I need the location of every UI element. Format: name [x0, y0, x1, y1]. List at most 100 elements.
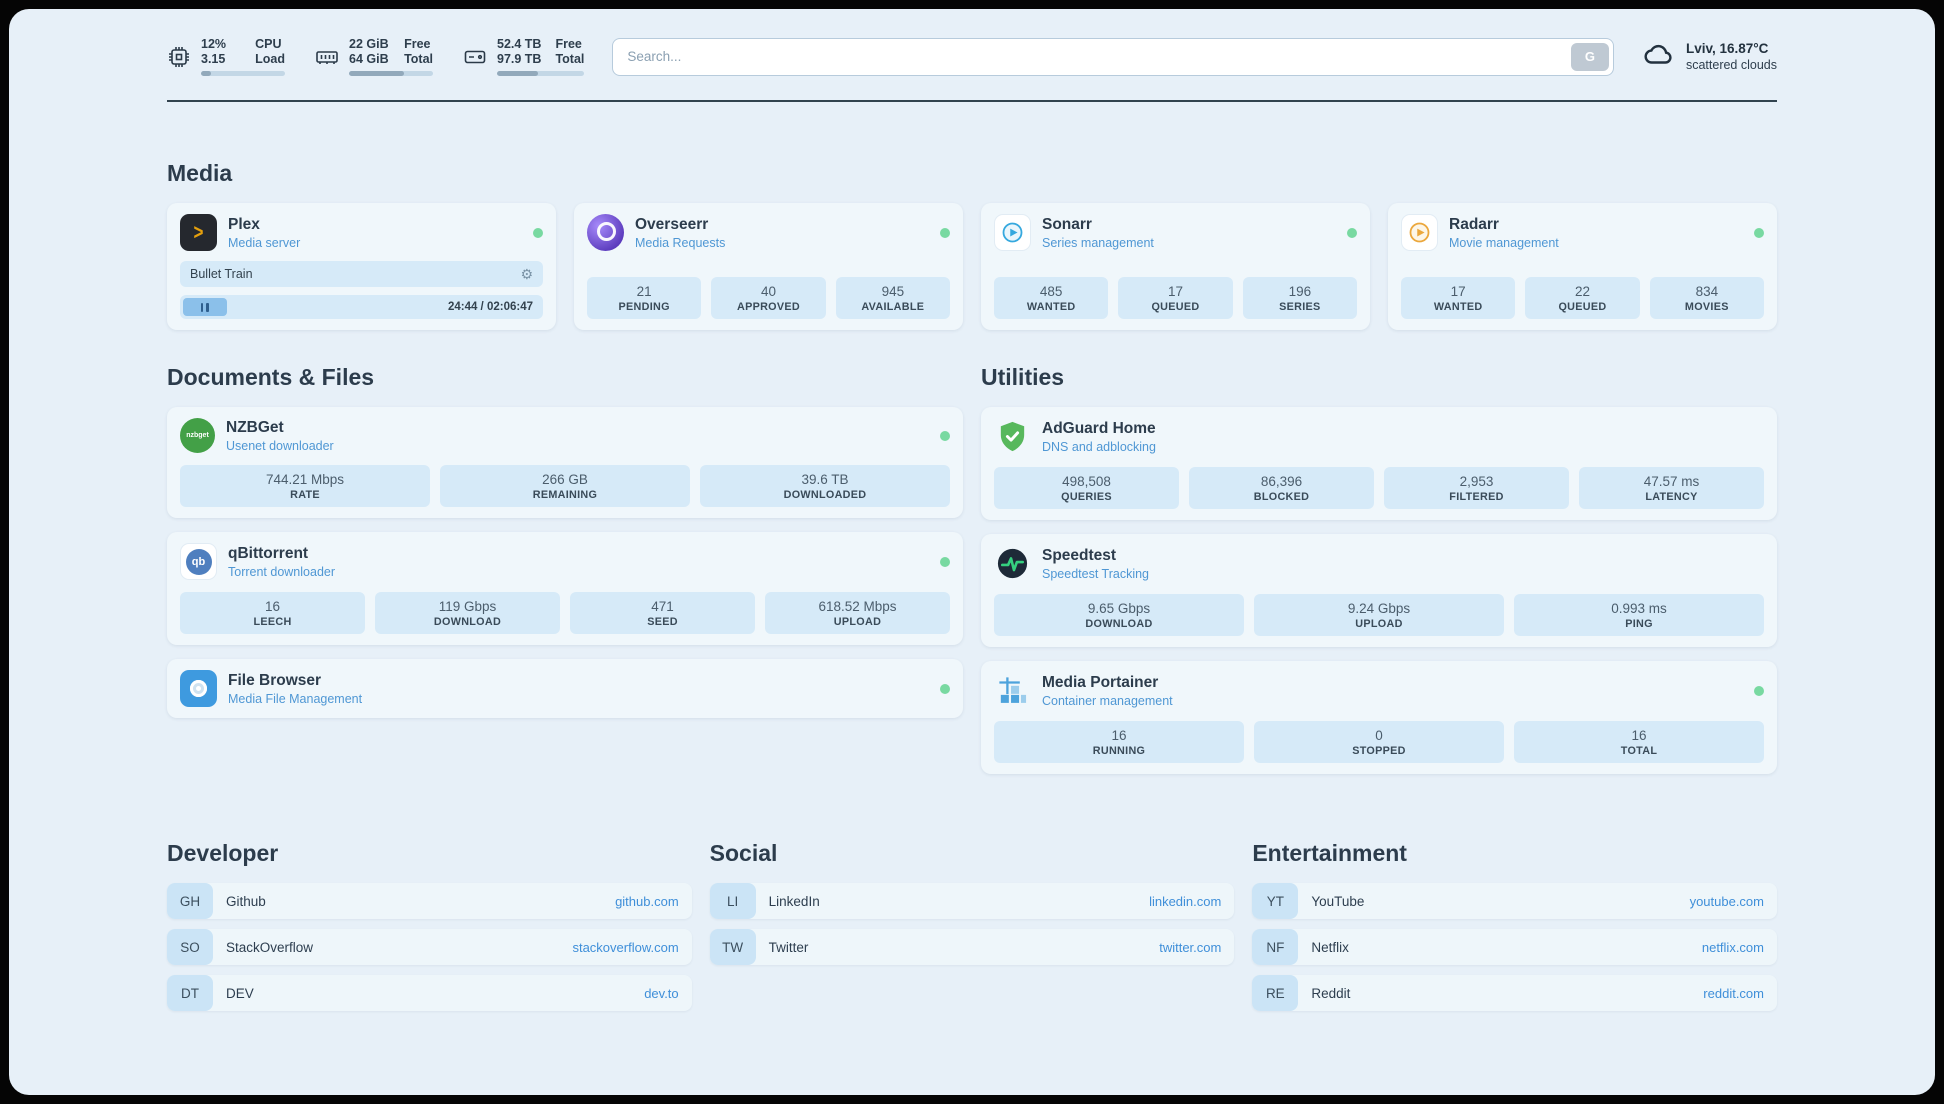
- stat-wanted: 17 WANTED: [1401, 277, 1516, 319]
- bookmark-stackoverflow[interactable]: SO StackOverflow stackoverflow.com: [167, 929, 692, 965]
- bookmark-linkedin[interactable]: LI LinkedIn linkedin.com: [709, 883, 1235, 919]
- disk-progress-bar: [497, 71, 585, 76]
- sonarr-card[interactable]: Sonarr Series management 485 WANTED 17 Q…: [981, 203, 1370, 330]
- adguard-subtitle: DNS and adblocking: [1042, 439, 1156, 454]
- stat-series: 196 SERIES: [1242, 277, 1357, 319]
- bookmark-abbr: YT: [1252, 883, 1299, 919]
- stat-upload: 618.52 Mbps UPLOAD: [765, 592, 950, 634]
- top-bar: 12% CPU 3.15 Load 22 GiB: [167, 37, 1777, 76]
- memory-widget: 22 GiB Free 64 GiB Total: [315, 37, 433, 76]
- plex-player-bar: 24:44 / 02:06:47: [180, 295, 543, 319]
- nzbget-card[interactable]: nzbget NZBGet Usenet downloader 744.21 M…: [167, 407, 963, 518]
- overseerr-name: Overseerr: [635, 215, 709, 233]
- pause-button[interactable]: [183, 298, 227, 316]
- filebrowser-card[interactable]: File Browser Media File Management: [167, 659, 963, 718]
- stat-queued: 22 QUEUED: [1525, 277, 1640, 319]
- bookmark-name: Twitter: [768, 939, 809, 955]
- stat-seed: 471 SEED: [570, 592, 755, 634]
- overseerr-icon: [587, 214, 624, 251]
- plex-card[interactable]: Plex Media server Bullet Train 24:44 / 0…: [167, 203, 556, 330]
- stat-label: LEECH: [253, 616, 292, 628]
- stat-label: FILTERED: [1449, 491, 1504, 503]
- stat-value: 485: [1039, 284, 1063, 299]
- bookmark-abbr: SO: [167, 929, 213, 965]
- portainer-icon: [994, 672, 1031, 709]
- bookmark-abbr: DT: [167, 975, 213, 1011]
- weather-condition: scattered clouds: [1685, 58, 1777, 72]
- stat-label: WANTED: [1026, 301, 1076, 313]
- stat-label: TOTAL: [1620, 745, 1658, 757]
- stat-running: 16 RUNNING: [994, 721, 1244, 763]
- bookmark-twitter[interactable]: TW Twitter twitter.com: [709, 929, 1235, 965]
- stat-label: RUNNING: [1092, 745, 1146, 757]
- stat-label: REMAINING: [532, 489, 598, 501]
- bookmark-name: StackOverflow: [226, 939, 314, 955]
- stat-value: 618.52 Mbps: [818, 599, 897, 614]
- bookmark-dev[interactable]: DT DEV dev.to: [167, 975, 692, 1011]
- stat-label: QUERIES: [1061, 491, 1112, 503]
- stat-queued: 17 QUEUED: [1118, 277, 1233, 319]
- radarr-name: Radarr: [1449, 215, 1499, 233]
- gear-icon[interactable]: [520, 267, 533, 281]
- overseerr-subtitle: Media Requests: [635, 235, 726, 250]
- stat-download: 119 Gbps DOWNLOAD: [375, 592, 560, 634]
- search-provider-button[interactable]: G: [1570, 42, 1609, 71]
- plex-icon: [180, 214, 217, 251]
- bookmark-domain: stackoverflow.com: [572, 939, 679, 955]
- documents-section-title: Documents & Files: [167, 364, 375, 390]
- status-dot: [533, 227, 543, 238]
- social-title: Social: [709, 840, 778, 866]
- bookmark-github[interactable]: GH Github github.com: [167, 883, 692, 919]
- adguard-icon: [994, 418, 1031, 455]
- stat-label: QUEUED: [1558, 301, 1607, 313]
- qbittorrent-card[interactable]: qb qBittorrent Torrent downloader 16 LEE…: [167, 532, 963, 645]
- now-playing-title: Bullet Train: [190, 267, 253, 281]
- cpu-progress-fill: [201, 71, 212, 76]
- bookmark-abbr: NF: [1252, 929, 1299, 965]
- stat-label: SEED: [647, 616, 678, 628]
- stat-value: 119 Gbps: [438, 599, 497, 614]
- search-bar: G: [612, 37, 1614, 76]
- bookmark-netflix[interactable]: NF Netflix netflix.com: [1252, 929, 1777, 965]
- speedtest-card[interactable]: Speedtest Speedtest Tracking 9.65 Gbps D…: [981, 534, 1777, 647]
- bookmark-domain: dev.to: [644, 985, 679, 1001]
- status-dot: [940, 556, 950, 567]
- stat-label: DOWNLOAD: [1085, 618, 1153, 630]
- radarr-card[interactable]: Radarr Movie management 17 WANTED 22 QUE…: [1388, 203, 1777, 330]
- memory-progress-bar: [349, 71, 433, 76]
- stat-value: 834: [1695, 284, 1719, 299]
- stat-available: 945 AVAILABLE: [835, 277, 950, 319]
- filebrowser-subtitle: Media File Management: [228, 691, 363, 706]
- search-input[interactable]: [612, 37, 1614, 76]
- status-dot: [1754, 685, 1764, 696]
- cpu-load-value: 3.15: [201, 52, 226, 66]
- stat-total: 16 TOTAL: [1514, 721, 1764, 763]
- sonarr-name: Sonarr: [1042, 215, 1092, 233]
- nzbget-name: NZBGet: [226, 418, 284, 436]
- speedtest-icon: [994, 545, 1031, 582]
- adguard-card[interactable]: AdGuard Home DNS and adblocking 498,508 …: [981, 407, 1777, 520]
- bookmark-abbr: GH: [167, 883, 213, 919]
- portainer-card[interactable]: Media Portainer Container management 16 …: [981, 661, 1777, 774]
- portainer-subtitle: Container management: [1042, 693, 1173, 708]
- cpu-progress-bar: [201, 71, 285, 76]
- stat-value: 266 GB: [542, 472, 588, 487]
- radarr-subtitle: Movie management: [1449, 235, 1559, 250]
- bookmark-reddit[interactable]: RE Reddit reddit.com: [1252, 975, 1777, 1011]
- bookmark-youtube[interactable]: YT YouTube youtube.com: [1252, 883, 1777, 919]
- dashboard-page: 12% CPU 3.15 Load 22 GiB: [9, 9, 1935, 1095]
- stat-value: 2,953: [1459, 474, 1494, 489]
- cpu-load-label: Load: [255, 52, 285, 66]
- plex-name: Plex: [228, 215, 260, 233]
- overseerr-card[interactable]: Overseerr Media Requests 21 PENDING 40 A…: [574, 203, 963, 330]
- memory-total-value: 64 GiB: [349, 52, 389, 66]
- filebrowser-icon: [180, 670, 217, 707]
- stat-value: 17: [1167, 284, 1183, 299]
- cloud-icon: [1642, 37, 1676, 76]
- plex-subtitle: Media server: [228, 235, 301, 250]
- cpu-usage-value: 12%: [201, 37, 227, 51]
- cpu-usage-label: CPU: [255, 37, 282, 51]
- resource-widgets: 12% CPU 3.15 Load 22 GiB: [167, 37, 585, 76]
- weather-widget: Lviv, 16.87°C scattered clouds: [1642, 37, 1777, 76]
